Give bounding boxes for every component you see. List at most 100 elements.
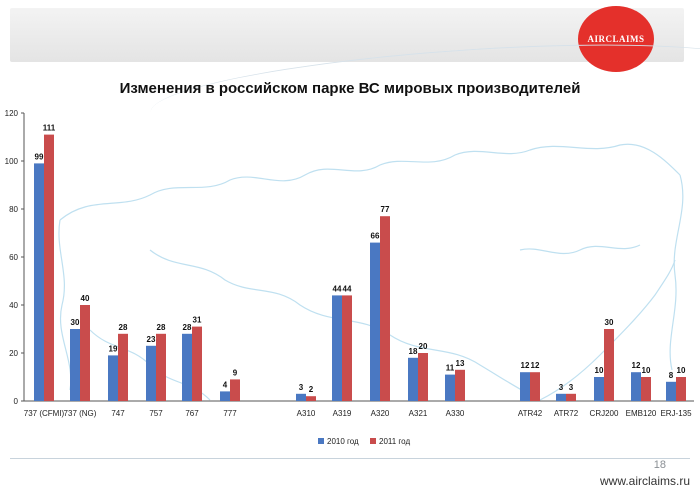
bar-2010 [594, 377, 604, 401]
y-tick-label: 40 [9, 301, 18, 310]
data-label: 12 [531, 361, 540, 370]
data-label: 44 [333, 284, 342, 293]
bar-2011 [455, 369, 465, 401]
bar-2011 [230, 379, 240, 401]
bar-2011 [641, 377, 651, 401]
bar-2011 [342, 295, 352, 401]
data-label: 40 [81, 294, 90, 303]
bar-2010 [666, 381, 676, 401]
page-number: 18 [653, 459, 666, 471]
x-tick-label: A320 [371, 409, 390, 418]
bar-2010 [34, 163, 44, 401]
data-label: 2 [309, 385, 314, 394]
footer-divider [10, 458, 690, 459]
legend-label: 2010 год [327, 437, 359, 446]
bar-2011 [118, 333, 128, 401]
x-tick-label: 757 [149, 409, 163, 418]
bar-2010 [520, 372, 530, 401]
data-label: 12 [521, 361, 530, 370]
chart-title: Изменения в российском парке ВС мировых … [119, 80, 581, 97]
data-label: 30 [71, 318, 80, 327]
x-tick-label: ERJ-135 [660, 409, 692, 418]
data-label: 111 [43, 124, 56, 133]
legend-label: 2011 год [379, 437, 410, 446]
data-label: 3 [569, 383, 574, 392]
x-tick-label: 767 [185, 409, 199, 418]
legend-swatch [318, 438, 324, 444]
x-tick-label: A310 [297, 409, 316, 418]
data-label: 12 [632, 361, 641, 370]
y-tick-label: 60 [9, 253, 18, 262]
bar-2011 [418, 353, 428, 401]
bar-2010 [182, 333, 192, 401]
x-tick-label: A330 [446, 409, 465, 418]
y-tick-label: 20 [9, 349, 18, 358]
x-tick-label: A321 [409, 409, 428, 418]
logo-text: AIRCLAIMS [587, 34, 645, 44]
bar-2010 [70, 329, 80, 401]
x-tick-label: ATR72 [554, 409, 579, 418]
bar-chart: 0 20 40 60 80 100 120 99 111 737 (CFMI) 30 40 737 (… [5, 109, 694, 446]
bar-2011 [380, 216, 390, 401]
data-label: 31 [193, 316, 202, 325]
data-label: 10 [595, 366, 604, 375]
bar-2011 [192, 326, 202, 401]
x-tick-label: CRJ200 [590, 409, 619, 418]
data-label: 77 [381, 205, 390, 214]
data-label: 28 [157, 323, 166, 332]
data-label: 44 [343, 284, 352, 293]
data-label: 66 [371, 232, 380, 241]
bar-2010 [445, 374, 455, 401]
data-label: 3 [299, 383, 304, 392]
data-label: 9 [233, 368, 238, 377]
bar-2011 [566, 393, 576, 401]
y-tick-label: 120 [5, 109, 19, 118]
data-label: 11 [446, 364, 455, 373]
bar-2010 [146, 345, 156, 401]
y-tick-label: 0 [14, 397, 19, 406]
bar-2011 [306, 396, 316, 401]
bar-2011 [80, 305, 90, 401]
data-label: 8 [669, 371, 674, 380]
x-tick-label: 737 (NG) [64, 409, 97, 418]
bar-2011 [530, 372, 540, 401]
data-label: 4 [223, 380, 228, 389]
data-label: 3 [559, 383, 564, 392]
y-tick-label: 100 [5, 157, 19, 166]
bar-2010 [332, 295, 342, 401]
chart-legend: 2010 год 2011 год [318, 437, 410, 446]
bar-2010 [108, 355, 118, 401]
bar-2010 [631, 372, 641, 401]
bar-2010 [220, 391, 230, 401]
airclaims-logo: AIRCLAIMS [578, 6, 654, 72]
x-tick-label: 737 (CFMI) [24, 409, 65, 418]
data-label: 19 [109, 344, 118, 353]
x-tick-label: ATR42 [518, 409, 543, 418]
data-label: 23 [147, 335, 156, 344]
header-bar [10, 8, 684, 62]
data-label: 28 [183, 323, 192, 332]
bar-2011 [676, 377, 686, 401]
legend-swatch [370, 438, 376, 444]
data-label: 10 [642, 366, 651, 375]
x-tick-label: A319 [333, 409, 352, 418]
website-url: www.airclaims.ru [599, 474, 690, 488]
data-label: 28 [119, 323, 128, 332]
y-tick-label: 80 [9, 205, 18, 214]
bar-2011 [44, 134, 54, 401]
data-label: 30 [605, 318, 614, 327]
data-label: 99 [35, 152, 44, 161]
bar-2010 [556, 393, 566, 401]
bar-2011 [604, 329, 614, 401]
bar-2010 [296, 393, 306, 401]
data-label: 20 [419, 342, 428, 351]
data-label: 18 [409, 347, 418, 356]
bar-2011 [156, 333, 166, 401]
chart-axes: 0 20 40 60 80 100 120 [5, 109, 694, 406]
data-label: 13 [456, 359, 465, 368]
bar-2010 [370, 242, 380, 401]
x-tick-label: EMB120 [626, 409, 657, 418]
bar-2010 [408, 357, 418, 401]
data-label: 10 [677, 366, 686, 375]
